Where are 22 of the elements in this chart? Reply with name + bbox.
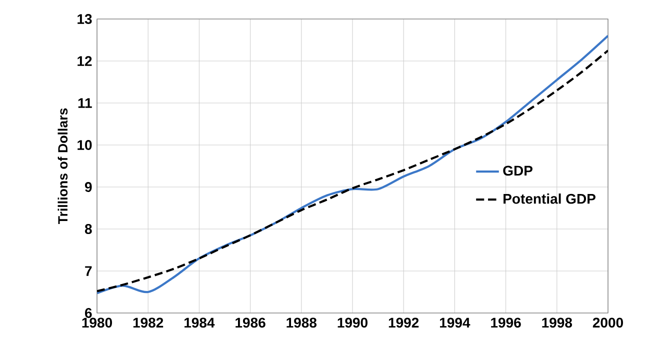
y-axis-title: Trillions of Dollars xyxy=(58,108,68,224)
x-tick-label: 1988 xyxy=(286,318,317,328)
x-tick-label: 1994 xyxy=(440,318,470,328)
y-tick-label: 13 xyxy=(78,14,92,24)
y-tick-label: 11 xyxy=(78,98,92,108)
x-tick-label: 1982 xyxy=(133,318,164,328)
legend-label: Potential GDP xyxy=(504,194,596,204)
x-tick-label: 2000 xyxy=(592,318,623,328)
x-tick-label: 1986 xyxy=(236,318,266,328)
x-tick-label: 1980 xyxy=(82,318,112,328)
y-tick-label: 12 xyxy=(78,56,92,66)
y-tick-label: 6 xyxy=(85,308,92,318)
x-tick-label: 1990 xyxy=(338,318,368,328)
y-tick-label: 7 xyxy=(85,266,92,276)
legend-label: GDP xyxy=(503,166,532,176)
x-tick-label: 1984 xyxy=(184,318,215,328)
x-tick-label: 1998 xyxy=(542,318,572,328)
y-tick-label: 9 xyxy=(84,182,92,192)
x-tick-label: 1992 xyxy=(388,318,419,328)
x-tick-label: 1996 xyxy=(491,318,521,328)
y-tick-label: 10 xyxy=(78,140,92,150)
y-tick-label: 8 xyxy=(84,224,92,234)
